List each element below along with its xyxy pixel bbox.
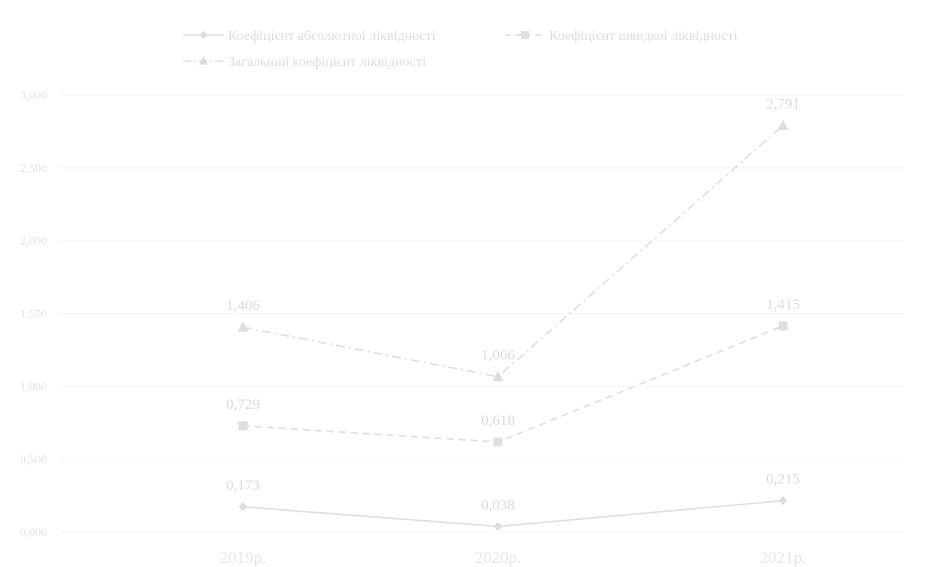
legend-marker-square-icon	[521, 31, 529, 39]
legend-item-quick: Коефіцієнт швидкої ліквідності	[505, 29, 738, 44]
data-label: 0,729	[226, 397, 260, 413]
data-label: 1,066	[481, 348, 515, 364]
y-tick-label: 2,500	[20, 161, 47, 175]
y-tick-label: 0,000	[20, 525, 47, 539]
y-tick-label: 3,000	[20, 88, 47, 102]
legend-label-general: Загальний коефіцієнт ліквідності	[228, 55, 426, 70]
data-label: 2,791	[766, 96, 800, 112]
data-point-square	[238, 421, 248, 431]
legend: Коефіцієнт абсолютної ліквідності Коефіц…	[183, 29, 738, 70]
data-point-diamond	[493, 521, 503, 531]
x-axis-ticks: 2019р. 2020р. 2021р.	[220, 548, 807, 567]
data-point-diamond	[238, 502, 248, 512]
x-tick-label: 2021р.	[760, 548, 807, 567]
legend-marker-diamond-icon	[199, 31, 208, 39]
data-labels: 0,173 0,038 0,215 0,729 0,618 1,415 1,406 1,066…	[226, 96, 800, 513]
data-point-square	[778, 321, 788, 331]
series-lines	[237, 119, 789, 531]
data-point-triangle	[492, 370, 504, 382]
y-tick-label: 0,500	[20, 452, 47, 466]
y-tick-label: 1,500	[20, 307, 47, 321]
data-point-square	[493, 437, 503, 447]
data-label: 0,618	[481, 413, 515, 429]
data-point-triangle	[777, 119, 789, 130]
y-tick-label: 1,000	[20, 379, 47, 393]
data-point-diamond	[778, 496, 788, 506]
data-label: 1,415	[766, 297, 800, 313]
legend-marker-triangle-icon	[199, 56, 208, 65]
data-label: 1,406	[226, 298, 260, 314]
data-label: 0,215	[766, 472, 800, 488]
x-tick-label: 2020р.	[475, 548, 522, 567]
series-line-triangle	[242, 124, 784, 378]
data-label: 0,038	[481, 497, 515, 513]
legend-label-quick: Коефіцієнт швидкої ліквідності	[549, 29, 738, 44]
data-label: 0,173	[226, 478, 260, 494]
legend-item-general: Загальний коефіцієнт ліквідності	[183, 55, 426, 70]
data-point-triangle	[237, 321, 249, 332]
legend-label-absolute: Коефіцієнт абсолютної ліквідності	[228, 29, 436, 44]
grid-lines	[60, 94, 905, 533]
y-axis-ticks: 0,000 0,500 1,000 1,500 2,000 2,500 3,000	[20, 88, 47, 539]
legend-item-absolute: Коефіцієнт абсолютної ліквідності	[183, 29, 436, 44]
y-tick-label: 2,000	[20, 234, 47, 248]
x-tick-label: 2019р.	[220, 548, 267, 567]
